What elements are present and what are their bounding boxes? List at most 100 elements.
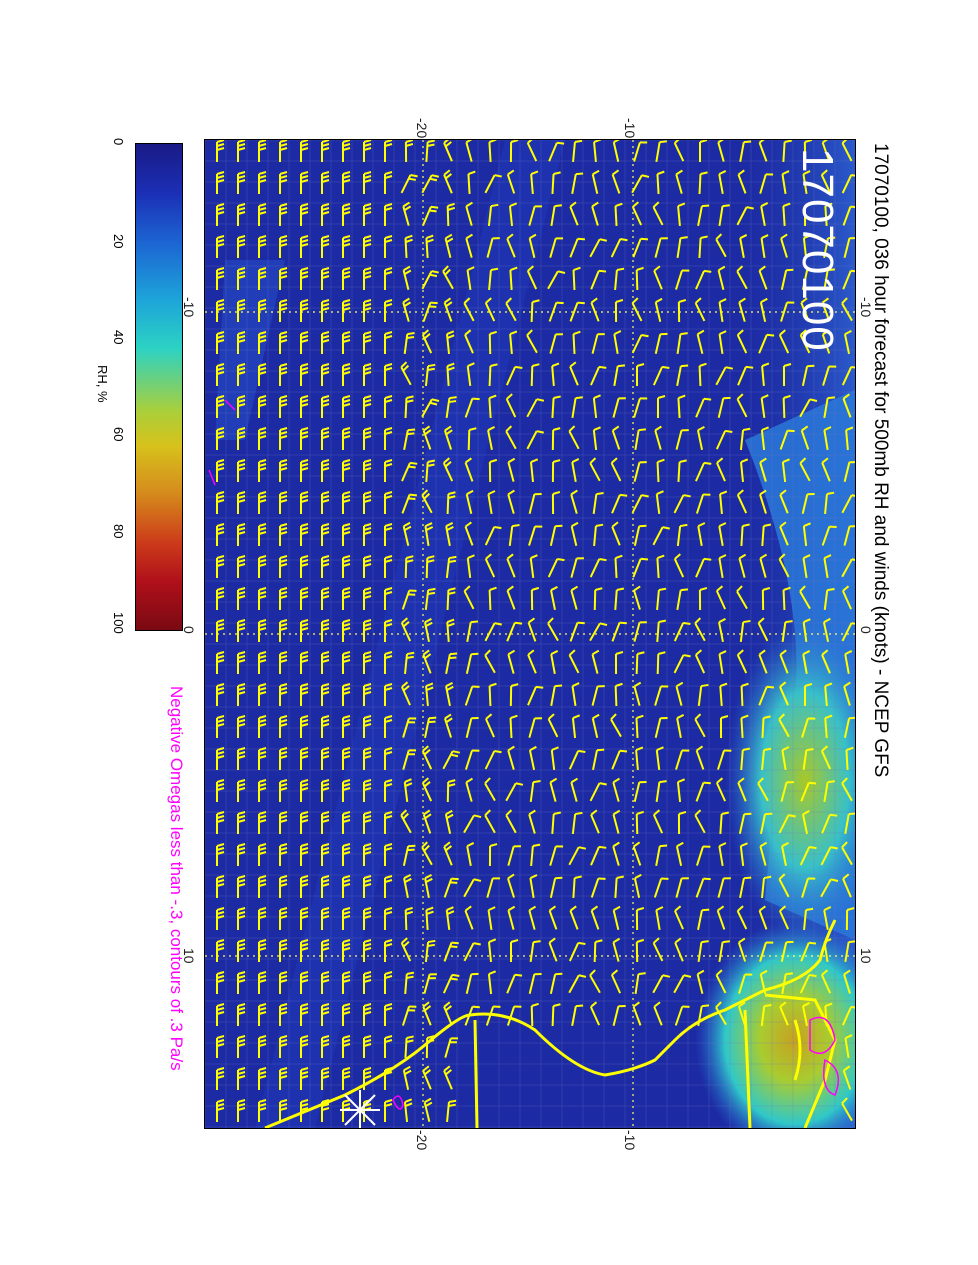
wind-barb <box>237 1035 246 1058</box>
wind-barb <box>509 266 518 291</box>
wind-barb <box>425 459 436 483</box>
wind-barb <box>740 523 750 547</box>
wind-barb <box>384 619 393 642</box>
wind-barb <box>715 1001 727 1026</box>
wind-barb <box>610 237 628 258</box>
wind-barb <box>446 618 455 643</box>
wind-barb <box>674 905 684 930</box>
wind-barb <box>676 236 688 259</box>
wind-barb <box>444 1037 459 1058</box>
wind-barb <box>590 809 600 834</box>
wind-barb <box>717 396 731 418</box>
wind-barb <box>363 203 372 226</box>
wind-barb <box>279 715 288 738</box>
wind-barb <box>738 297 746 322</box>
wind-barb <box>694 713 706 738</box>
wind-barb <box>216 427 225 450</box>
wind-barb <box>342 907 351 930</box>
wind-barb <box>591 169 600 194</box>
wind-barb <box>656 458 665 483</box>
wind-barb <box>443 169 453 194</box>
wind-barb <box>715 429 733 450</box>
wind-barb <box>279 747 288 770</box>
wind-barb <box>300 683 309 706</box>
wind-barb <box>612 937 621 962</box>
wind-barb <box>300 619 309 642</box>
wind-barb <box>718 617 726 643</box>
wind-barb <box>799 457 811 482</box>
wind-barb <box>738 973 753 994</box>
wind-barb <box>652 201 664 226</box>
wind-barb <box>484 777 496 802</box>
wind-barb <box>237 363 246 386</box>
wind-barb <box>779 649 789 674</box>
wind-barb <box>363 555 372 578</box>
wind-barb <box>802 748 814 771</box>
wind-barb <box>321 427 330 450</box>
wind-barb <box>258 491 267 514</box>
wind-barb <box>799 585 811 610</box>
wind-barb <box>593 587 603 611</box>
wind-barb <box>530 843 541 867</box>
wind-barb <box>401 681 411 706</box>
wind-barb <box>569 301 585 322</box>
wind-barb <box>506 553 516 578</box>
wind-barb <box>841 494 855 514</box>
wind-barb <box>740 682 749 707</box>
colorbar-tick-60: 60 <box>111 427 126 442</box>
wind-barb <box>216 1099 225 1122</box>
wind-barb <box>842 1005 855 1026</box>
wind-barb <box>216 203 225 226</box>
wind-barb <box>258 715 267 738</box>
wind-barb <box>401 1005 417 1026</box>
wind-barb <box>363 491 372 514</box>
wind-barb <box>569 361 579 386</box>
wind-barb <box>216 171 225 194</box>
wind-barb <box>300 587 309 610</box>
omega-contours <box>208 399 840 1110</box>
wind-barb <box>384 331 393 354</box>
wind-barb <box>424 873 433 899</box>
wind-barb <box>404 555 414 579</box>
wind-barb <box>633 524 647 546</box>
wind-barb <box>342 140 351 162</box>
wind-barb <box>568 649 580 674</box>
wind-barb <box>509 683 519 707</box>
wind-barb <box>611 169 621 194</box>
wind-barb <box>654 685 669 706</box>
wind-barb <box>673 494 691 514</box>
wind-barb <box>652 937 664 962</box>
wind-barb <box>400 937 412 962</box>
wind-barb <box>279 267 288 290</box>
wind-barb <box>592 394 601 419</box>
wind-barb <box>342 299 351 322</box>
wind-barb <box>258 140 267 162</box>
wind-barb <box>758 685 775 706</box>
wind-barb <box>759 553 768 578</box>
wind-barb <box>258 203 267 226</box>
wind-barb <box>656 554 665 579</box>
wind-barb <box>443 877 459 898</box>
wind-barb <box>321 203 330 226</box>
wind-barb <box>591 201 599 226</box>
wind-barb <box>801 364 815 386</box>
wind-barb <box>759 173 774 194</box>
wind-barb <box>342 171 351 194</box>
wind-barb <box>300 875 309 898</box>
wind-barb <box>760 812 773 834</box>
wind-barb <box>342 683 351 706</box>
wind-barb <box>781 841 789 867</box>
wind-barb <box>526 329 538 354</box>
wind-barb <box>823 426 832 451</box>
wind-barb <box>363 651 372 674</box>
wind-barb <box>445 396 457 419</box>
wind-barb <box>758 905 768 930</box>
wind-barb <box>780 940 794 962</box>
lat-tick-right--10: -10 <box>858 297 874 318</box>
wind-barb <box>237 971 246 994</box>
wind-barb <box>527 617 537 642</box>
wind-barb <box>760 1003 772 1027</box>
wind-barb <box>488 394 497 419</box>
wind-barb <box>526 265 538 290</box>
wind-barb <box>505 809 517 834</box>
